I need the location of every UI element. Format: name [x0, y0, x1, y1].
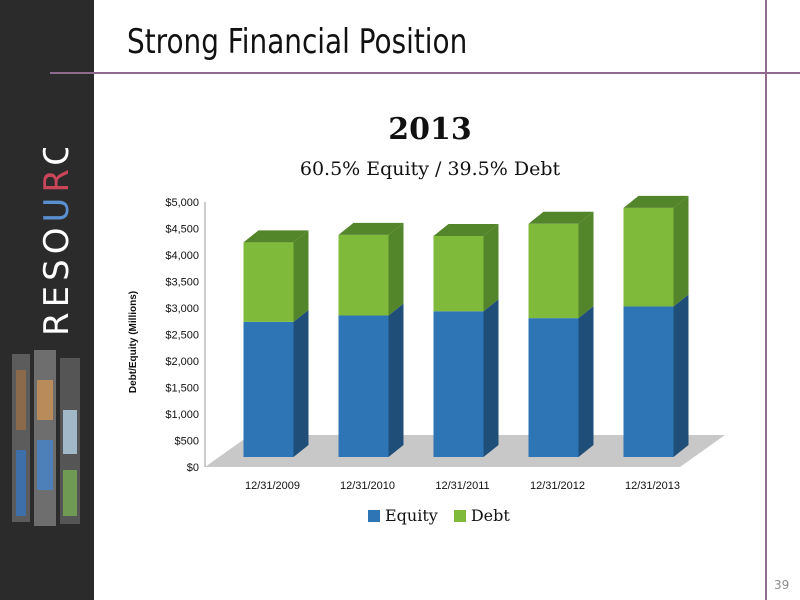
legend-label-equity: Equity: [385, 506, 438, 525]
bar-debt-top: [338, 222, 404, 235]
y-tick-label: $3,500: [165, 277, 199, 289]
brand-letter: C: [37, 148, 77, 166]
bar-debt-front: [433, 235, 484, 312]
brand-letter: E: [37, 281, 77, 307]
legend-label-debt: Debt: [470, 506, 510, 525]
brand-letter: S: [37, 254, 77, 281]
bar-debt-front: [338, 234, 389, 316]
bar-equity-front: [338, 315, 389, 457]
x-tick-label: 12/31/2009: [245, 480, 300, 492]
bar-debt-front: [528, 223, 579, 319]
bar-debt-top: [433, 223, 499, 236]
y-tick-label: $4,000: [165, 250, 199, 262]
y-tick-label: $2,500: [165, 330, 199, 342]
bar-debt-top: [243, 230, 309, 243]
photo-collage-logo-icon: [12, 350, 80, 526]
bar-equity-front: [243, 321, 294, 457]
chart-subtitle: 60.5% Equity / 39.5% Debt: [299, 158, 561, 180]
legend-swatch-equity: [368, 509, 380, 522]
bar-debt-side: [483, 223, 499, 312]
y-tick-label: $1,500: [165, 383, 199, 395]
bar-debt-front: [623, 207, 674, 307]
bar-debt-side: [673, 195, 689, 307]
bar-debt-top: [623, 195, 689, 208]
brand-letter: R: [37, 307, 77, 336]
header-rule: [50, 72, 800, 74]
bar-equity-front: [623, 306, 674, 457]
y-axis-title: Debt/Equity (Millions): [128, 291, 139, 393]
y-tick-label: $1,000: [165, 409, 199, 421]
bar-equity-front: [433, 311, 484, 457]
y-tick-label: $500: [175, 436, 199, 448]
bar-debt-side: [388, 222, 404, 316]
brand-letter: R: [37, 166, 77, 193]
brand-wordmark: RESOURCES: [37, 148, 77, 336]
bar-equity-side: [388, 303, 404, 457]
bar-debt-side: [293, 230, 309, 322]
y-tick-label: $5,000: [165, 197, 199, 209]
bar-debt-top: [528, 211, 594, 224]
y-tick-label: $4,500: [165, 224, 199, 236]
bar-debt-front: [243, 242, 294, 322]
bar-equity-side: [293, 309, 309, 457]
x-tick-label: 12/31/2013: [625, 480, 680, 492]
page-number: 39: [774, 578, 790, 592]
chart-title: 2013: [388, 112, 472, 147]
bar-debt-side: [578, 211, 594, 319]
brand-letter: U: [37, 193, 77, 223]
legend-swatch-debt: [453, 509, 466, 522]
brand-letter: O: [37, 223, 77, 255]
y-tick-label: $2,000: [165, 356, 199, 368]
x-tick-label: 12/31/2012: [530, 480, 585, 492]
brand-sidebar: RESOURCES: [0, 0, 94, 600]
bar-equity-side: [483, 299, 499, 457]
right-rule: [765, 0, 767, 600]
legend-item-equity: Equity: [368, 506, 438, 525]
x-tick-label: 12/31/2011: [435, 480, 489, 492]
y-tick-label: $0: [187, 462, 199, 474]
svg-text:RESOURCES: RESOURCES: [37, 148, 77, 336]
bar-equity-front: [528, 318, 579, 457]
legend-item-debt: Debt: [453, 506, 510, 525]
bar-equity-side: [578, 306, 594, 457]
bar-equity-side: [673, 294, 689, 457]
slide-title: Strong Financial Position: [127, 22, 468, 62]
x-tick-label: 12/31/2010: [340, 480, 395, 492]
y-tick-label: $3,000: [165, 303, 199, 315]
chart-legend: Equity Debt: [368, 506, 510, 525]
